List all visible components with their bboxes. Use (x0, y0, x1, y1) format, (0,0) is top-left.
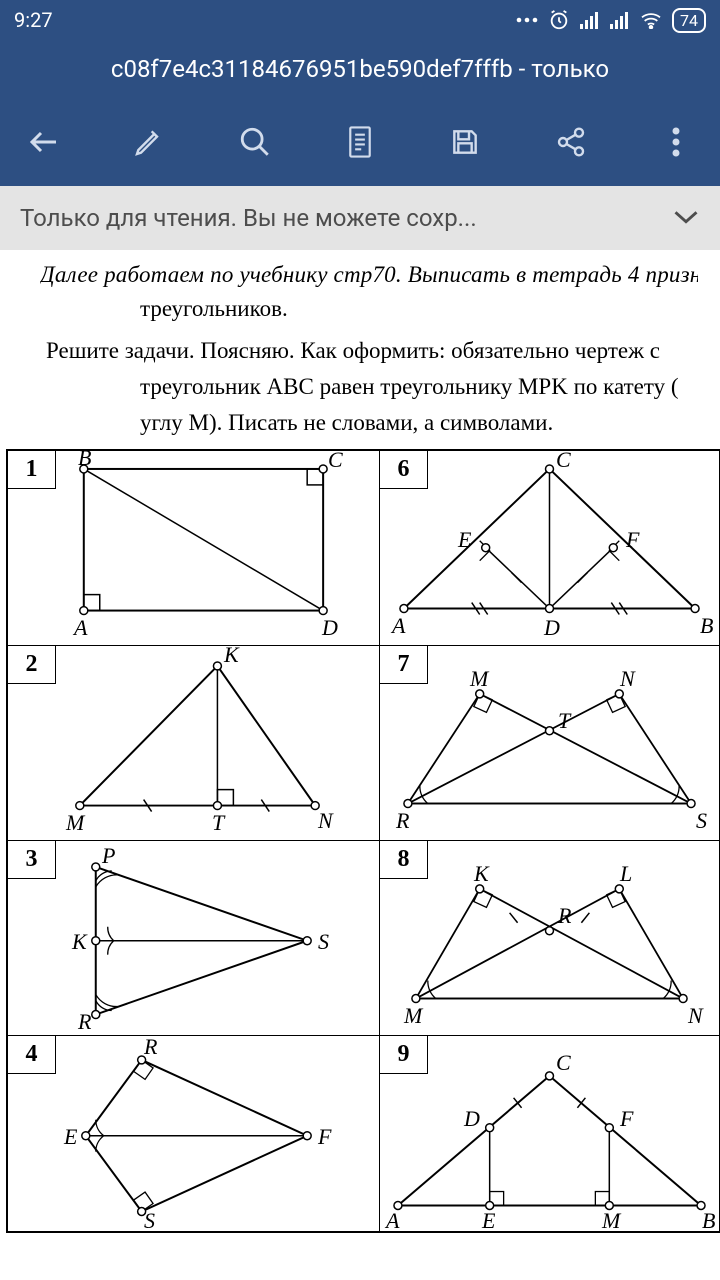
figure-4: 4 R E F S (8, 1036, 380, 1231)
readonly-text: Только для чтения. Вы не можете сохр... (20, 204, 477, 232)
find-button[interactable] (233, 120, 277, 164)
overflow-button[interactable] (654, 120, 698, 164)
more-dots-icon (516, 16, 538, 24)
chevron-down-icon (672, 204, 700, 232)
toolbar (0, 98, 720, 186)
figure-2: 2 K M T N (8, 646, 380, 840)
reflow-button[interactable] (338, 120, 382, 164)
save-button[interactable] (443, 120, 487, 164)
figure-1: 1 B C A D (8, 451, 380, 645)
figure-7: 7 M N T R (380, 646, 720, 840)
wifi-icon (640, 11, 662, 29)
edit-button[interactable] (127, 120, 171, 164)
title-bar: c08f7e4c31184676951be590def7fffb - тольк… (0, 40, 720, 98)
figure-9: 9 C (380, 1036, 720, 1231)
figure-6: 6 (380, 451, 720, 645)
document-title: c08f7e4c31184676951be590def7fffb - тольк… (111, 55, 609, 83)
readonly-banner[interactable]: Только для чтения. Вы не можете сохр... (0, 186, 720, 250)
document-viewport[interactable]: Далее работаем по учебнику стр70. Выписа… (0, 250, 720, 1280)
status-bar: 9:27 74 (0, 0, 720, 40)
figure-3: 3 P K R (8, 841, 380, 1035)
signal-icon-2 (610, 11, 630, 29)
signal-icon (580, 11, 600, 29)
clock: 9:27 (14, 8, 53, 32)
figure-8: 8 K (380, 841, 720, 1035)
battery-icon: 74 (672, 8, 706, 33)
back-button[interactable] (22, 120, 66, 164)
status-icons: 74 (516, 8, 706, 33)
share-button[interactable] (549, 120, 593, 164)
document-text: Далее работаем по учебнику стр70. Выписа… (0, 250, 720, 449)
alarm-icon (548, 9, 570, 31)
figures-grid: 1 B C A D 6 (6, 449, 720, 1233)
